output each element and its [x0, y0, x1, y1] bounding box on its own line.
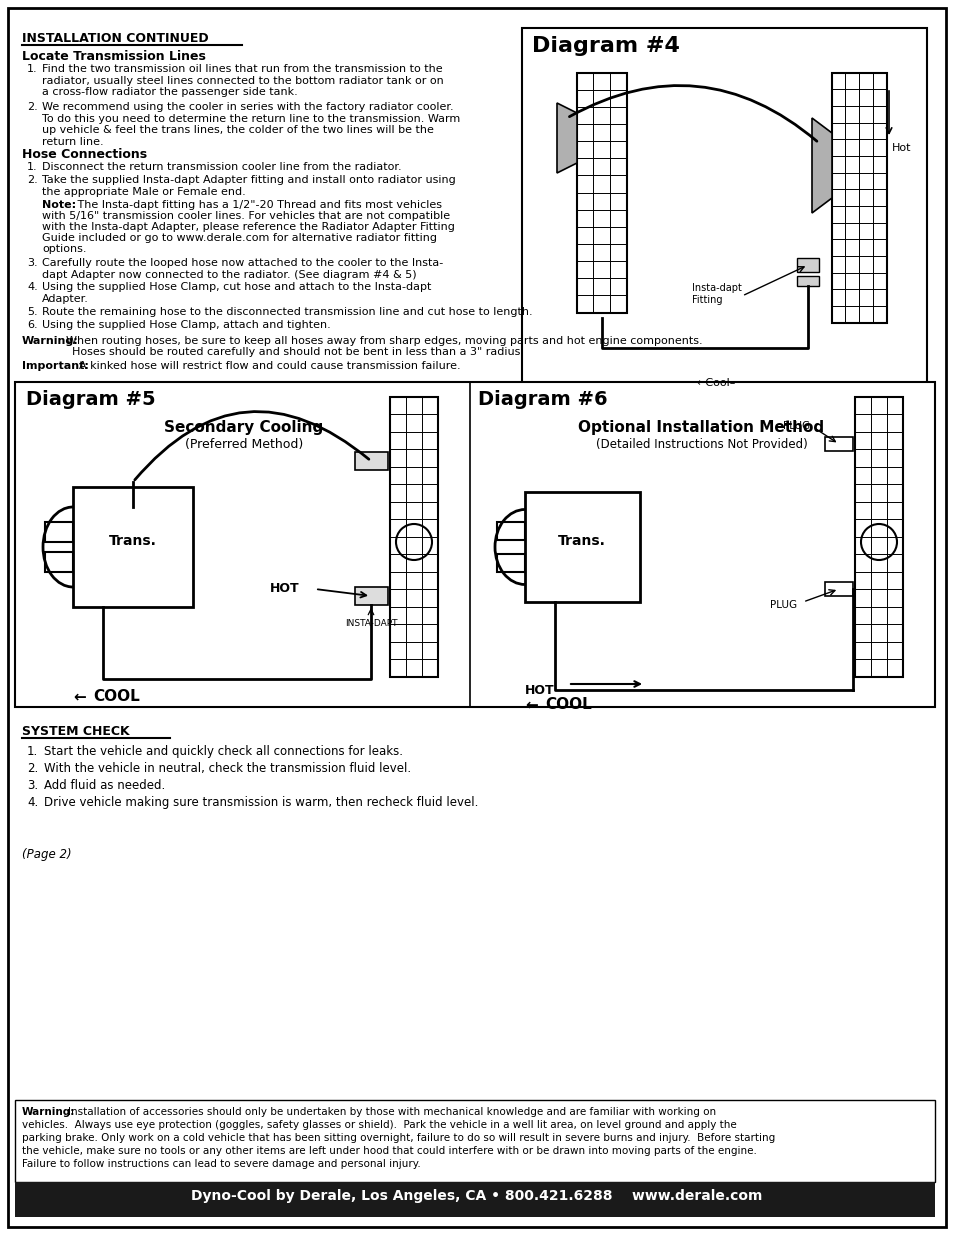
Text: A kinked hose will restrict flow and could cause transmission failure.: A kinked hose will restrict flow and cou…: [79, 361, 460, 370]
Text: COOL: COOL: [544, 697, 591, 713]
Text: Start the vehicle and quickly check all connections for leaks.: Start the vehicle and quickly check all …: [44, 745, 402, 758]
Bar: [831, 73, 886, 324]
Bar: [45, 552, 73, 572]
Bar: [796, 258, 818, 272]
Bar: [15, 1100, 934, 1182]
Bar: [577, 73, 626, 312]
Text: Hoses should be routed carefully and should not be bent in less than a 3" radius: Hoses should be routed carefully and sho…: [71, 347, 523, 357]
Text: Drive vehicle making sure transmission is warm, then recheck fluid level.: Drive vehicle making sure transmission i…: [44, 797, 477, 809]
Text: Installation of accessories should only be undertaken by those with mechanical k: Installation of accessories should only …: [68, 1107, 716, 1116]
Text: options.: options.: [42, 245, 87, 254]
Text: COOL: COOL: [92, 689, 139, 704]
Text: 1.: 1.: [27, 745, 38, 758]
Bar: [854, 396, 902, 677]
Bar: [390, 396, 437, 677]
Bar: [15, 382, 934, 706]
Text: When routing hoses, be sure to keep all hoses away from sharp edges, moving part: When routing hoses, be sure to keep all …: [66, 336, 702, 346]
Text: Important:: Important:: [22, 361, 89, 370]
Text: Insta-dapt
Fitting: Insta-dapt Fitting: [691, 283, 741, 305]
Text: Failure to follow instructions can lead to severe damage and personal injury.: Failure to follow instructions can lead …: [22, 1158, 420, 1170]
Text: 2.: 2.: [27, 175, 38, 185]
Text: INSTA-DAPT: INSTA-DAPT: [345, 619, 397, 629]
Bar: [824, 437, 852, 451]
Bar: [824, 582, 852, 597]
Text: With the vehicle in neutral, check the transmission fluid level.: With the vehicle in neutral, check the t…: [44, 762, 411, 776]
Text: ←: ←: [73, 689, 86, 704]
Bar: [73, 487, 193, 606]
Text: Using the supplied Hose Clamp, cut hose and attach to the Insta-dapt
Adapter.: Using the supplied Hose Clamp, cut hose …: [42, 282, 431, 304]
Text: 4.: 4.: [27, 282, 38, 291]
Bar: [796, 275, 818, 287]
Text: the vehicle, make sure no tools or any other items are left under hood that coul: the vehicle, make sure no tools or any o…: [22, 1146, 756, 1156]
Text: Warning:: Warning:: [22, 336, 79, 346]
Text: with 5/16" transmission cooler lines. For vehicles that are not compatible: with 5/16" transmission cooler lines. Fo…: [42, 211, 450, 221]
Text: parking brake. Only work on a cold vehicle that has been sitting overnight, fail: parking brake. Only work on a cold vehic…: [22, 1132, 775, 1144]
Text: Route the remaining hose to the disconnected transmission line and cut hose to l: Route the remaining hose to the disconne…: [42, 308, 532, 317]
Text: Diagram #5: Diagram #5: [26, 390, 155, 409]
Text: PLUG: PLUG: [769, 600, 797, 610]
Bar: [355, 587, 388, 605]
Text: We recommend using the cooler in series with the factory radiator cooler.
To do : We recommend using the cooler in series …: [42, 103, 459, 147]
Text: Warning:: Warning:: [22, 1107, 75, 1116]
Text: Dyno-Cool by Derale, Los Angeles, CA • 800.421.6288    www.derale.com: Dyno-Cool by Derale, Los Angeles, CA • 8…: [192, 1189, 761, 1203]
Bar: [497, 555, 524, 572]
Polygon shape: [557, 103, 577, 173]
Text: Diagram #4: Diagram #4: [532, 36, 679, 56]
Bar: [355, 452, 388, 471]
Text: Hose Connections: Hose Connections: [22, 148, 147, 161]
Text: Using the supplied Hose Clamp, attach and tighten.: Using the supplied Hose Clamp, attach an…: [42, 320, 331, 330]
Text: Trans.: Trans.: [558, 534, 605, 548]
Text: Hot: Hot: [891, 143, 910, 153]
Bar: [524, 492, 639, 601]
Text: Take the supplied Insta-dapt Adapter fitting and install onto radiator using
the: Take the supplied Insta-dapt Adapter fit…: [42, 175, 456, 196]
Text: Diagram #6: Diagram #6: [477, 390, 607, 409]
Text: ←Cool–: ←Cool–: [697, 378, 736, 388]
Text: Optional Installation Method: Optional Installation Method: [578, 420, 823, 435]
Text: 1.: 1.: [27, 162, 37, 172]
Text: Guide included or go to www.derale.com for alternative radiator fitting: Guide included or go to www.derale.com f…: [42, 233, 436, 243]
Text: (Page 2): (Page 2): [22, 848, 71, 861]
Text: INSTALLATION CONTINUED: INSTALLATION CONTINUED: [22, 32, 209, 44]
Text: Secondary Cooling: Secondary Cooling: [164, 420, 323, 435]
Text: SYSTEM CHECK: SYSTEM CHECK: [22, 725, 130, 739]
Text: Trans.: Trans.: [109, 534, 157, 548]
Text: 4.: 4.: [27, 797, 38, 809]
Text: Note:: Note:: [42, 200, 76, 210]
Text: vehicles.  Always use eye protection (goggles, safety glasses or shield).  Park : vehicles. Always use eye protection (gog…: [22, 1120, 736, 1130]
Text: 2.: 2.: [27, 762, 38, 776]
Text: HOT: HOT: [524, 684, 554, 697]
Text: 6.: 6.: [27, 320, 37, 330]
Text: (Preferred Method): (Preferred Method): [185, 438, 303, 451]
Bar: [521, 28, 926, 398]
Text: 1.: 1.: [27, 64, 37, 74]
Bar: [497, 522, 524, 540]
Text: 2.: 2.: [27, 103, 38, 112]
Text: HOT: HOT: [270, 582, 299, 595]
Text: 3.: 3.: [27, 258, 37, 268]
Text: PLUG: PLUG: [782, 421, 809, 431]
Polygon shape: [811, 119, 831, 212]
Text: Locate Transmission Lines: Locate Transmission Lines: [22, 49, 206, 63]
Text: ←: ←: [524, 697, 537, 713]
Text: 3.: 3.: [27, 779, 38, 792]
Text: The Insta-dapt fitting has a 1/2"-20 Thread and fits most vehicles: The Insta-dapt fitting has a 1/2"-20 Thr…: [74, 200, 441, 210]
Text: 5.: 5.: [27, 308, 37, 317]
Bar: [15, 1182, 934, 1216]
Text: Add fluid as needed.: Add fluid as needed.: [44, 779, 165, 792]
Text: Carefully route the looped hose now attached to the cooler to the Insta-
dapt Ad: Carefully route the looped hose now atta…: [42, 258, 443, 279]
Text: (Detailed Instructions Not Provided): (Detailed Instructions Not Provided): [595, 438, 806, 451]
Text: Disconnect the return transmission cooler line from the radiator.: Disconnect the return transmission coole…: [42, 162, 401, 172]
Bar: [45, 522, 73, 542]
Text: Find the two transmission oil lines that run from the transmission to the
radiat: Find the two transmission oil lines that…: [42, 64, 443, 98]
Text: with the Insta-dapt Adapter, please reference the Radiator Adapter Fitting: with the Insta-dapt Adapter, please refe…: [42, 222, 455, 232]
